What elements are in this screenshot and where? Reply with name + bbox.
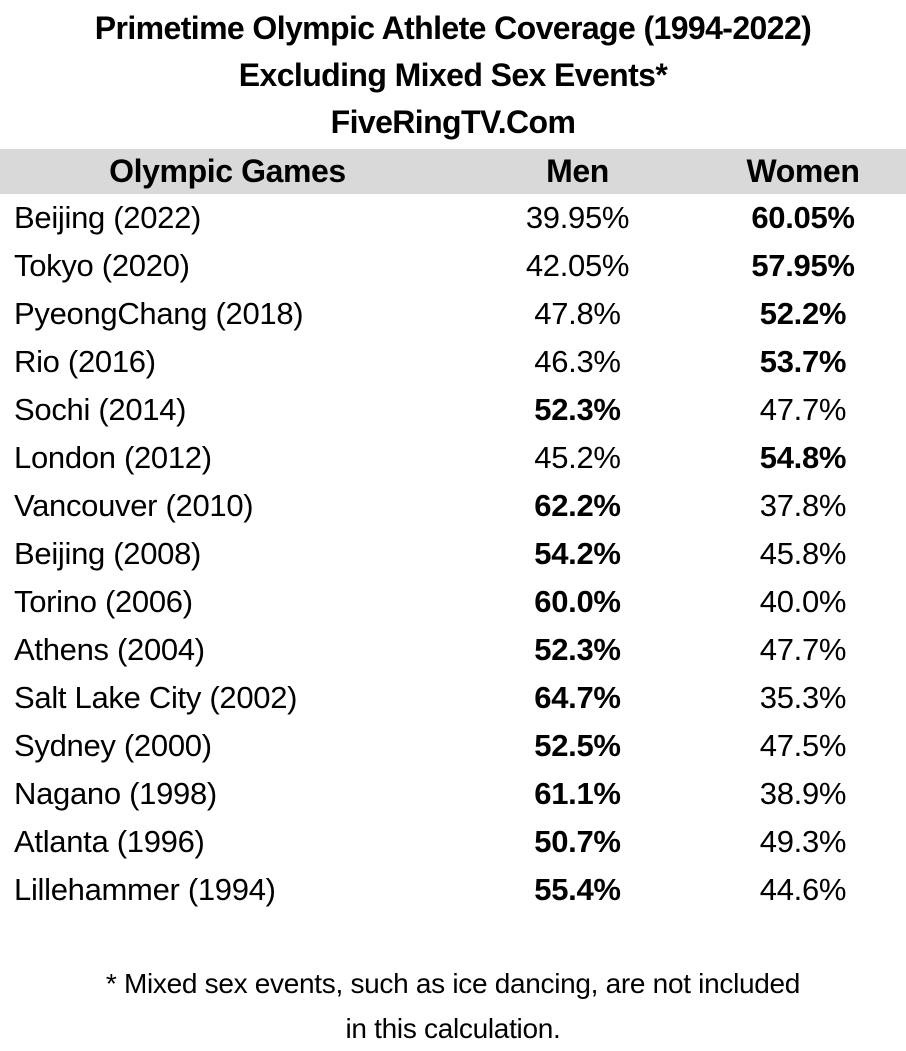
- men-cell: 50.7%: [534, 824, 621, 859]
- games-cell: Vancouver (2010): [14, 488, 254, 523]
- women-cell: 45.8%: [759, 536, 847, 571]
- table-row: Athens (2004) 52.3% 47.7%: [0, 626, 906, 674]
- men-cell: 42.05%: [525, 248, 630, 283]
- table-body: Beijing (2022) 39.95% 60.05% Tokyo (2020…: [0, 194, 906, 914]
- table-row: Sochi (2014) 52.3% 47.7%: [0, 386, 906, 434]
- women-cell: 47.7%: [759, 392, 847, 427]
- footnote-line-1: * Mixed sex events, such as ice dancing,…: [105, 968, 801, 999]
- column-header-men: Men: [546, 153, 609, 189]
- title-block: Primetime Olympic Athlete Coverage (1994…: [0, 0, 906, 146]
- women-cell: 37.8%: [759, 488, 847, 523]
- women-cell: 38.9%: [759, 776, 847, 811]
- table-row: Rio (2016) 46.3% 53.7%: [0, 338, 906, 386]
- games-cell: Beijing (2022): [14, 200, 202, 235]
- men-cell: 61.1%: [534, 776, 621, 811]
- games-cell: London (2012): [14, 440, 212, 475]
- women-cell: 49.3%: [759, 824, 847, 859]
- women-cell: 35.3%: [759, 680, 847, 715]
- source-label: FiveRingTV.Com: [330, 104, 576, 140]
- women-cell: 52.2%: [759, 296, 847, 331]
- games-cell: Torino (2006): [14, 584, 193, 619]
- table-header-row: Olympic Games Men Women: [0, 149, 906, 194]
- table-row: Tokyo (2020) 42.05% 57.95%: [0, 242, 906, 290]
- men-cell: 45.2%: [534, 440, 621, 475]
- women-cell: 47.7%: [759, 632, 847, 667]
- page-subtitle: Excluding Mixed Sex Events*: [238, 57, 668, 93]
- games-cell: Tokyo (2020): [14, 248, 190, 283]
- games-cell: Atlanta (1996): [14, 824, 205, 859]
- table-row: Beijing (2022) 39.95% 60.05%: [0, 194, 906, 242]
- column-header-olympic-games: Olympic Games: [109, 153, 346, 189]
- men-cell: 47.8%: [534, 296, 621, 331]
- table-row: PyeongChang (2018) 47.8% 52.2%: [0, 290, 906, 338]
- men-cell: 52.3%: [534, 392, 621, 427]
- page-title: Primetime Olympic Athlete Coverage (1994…: [94, 10, 812, 46]
- games-cell: Sochi (2014): [14, 392, 187, 427]
- footnote-line-2: in this calculation.: [345, 1013, 561, 1044]
- men-cell: 52.3%: [534, 632, 621, 667]
- women-cell: 57.95%: [751, 248, 855, 283]
- table-row: Salt Lake City (2002) 64.7% 35.3%: [0, 674, 906, 722]
- women-cell: 47.5%: [759, 728, 847, 763]
- games-cell: Beijing (2008): [14, 536, 202, 571]
- women-cell: 44.6%: [759, 872, 847, 907]
- table-row: London (2012) 45.2% 54.8%: [0, 434, 906, 482]
- men-cell: 64.7%: [534, 680, 621, 715]
- games-cell: Lillehammer (1994): [14, 872, 276, 907]
- games-cell: Rio (2016): [14, 344, 156, 379]
- games-cell: Salt Lake City (2002): [14, 680, 298, 715]
- men-cell: 62.2%: [534, 488, 621, 523]
- games-cell: PyeongChang (2018): [14, 296, 304, 331]
- coverage-table: Olympic Games Men Women Beijing (2022) 3…: [0, 149, 906, 914]
- games-cell: Nagano (1998): [14, 776, 217, 811]
- footnote: * Mixed sex events, such as ice dancing,…: [0, 961, 906, 1051]
- women-cell: 54.8%: [759, 440, 847, 475]
- table-row: Nagano (1998) 61.1% 38.9%: [0, 770, 906, 818]
- table-row: Torino (2006) 60.0% 40.0%: [0, 578, 906, 626]
- table-row: Sydney (2000) 52.5% 47.5%: [0, 722, 906, 770]
- men-cell: 39.95%: [525, 200, 630, 235]
- table-row: Atlanta (1996) 50.7% 49.3%: [0, 818, 906, 866]
- games-cell: Sydney (2000): [14, 728, 212, 763]
- women-cell: 40.0%: [759, 584, 847, 619]
- women-cell: 53.7%: [759, 344, 847, 379]
- table-row: Vancouver (2010) 62.2% 37.8%: [0, 482, 906, 530]
- table-row: Beijing (2008) 54.2% 45.8%: [0, 530, 906, 578]
- men-cell: 52.5%: [534, 728, 621, 763]
- women-cell: 60.05%: [751, 200, 855, 235]
- men-cell: 46.3%: [534, 344, 621, 379]
- column-header-women: Women: [746, 153, 860, 189]
- men-cell: 54.2%: [534, 536, 621, 571]
- men-cell: 60.0%: [534, 584, 621, 619]
- men-cell: 55.4%: [534, 872, 621, 907]
- games-cell: Athens (2004): [14, 632, 205, 667]
- table-row: Lillehammer (1994) 55.4% 44.6%: [0, 866, 906, 914]
